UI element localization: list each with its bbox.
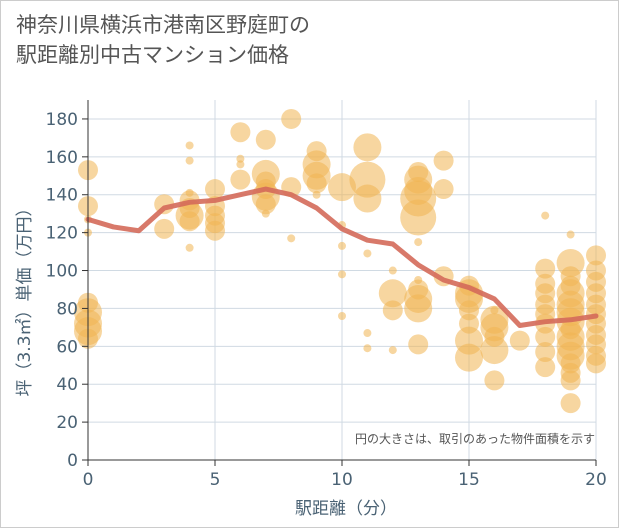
- chart-title: 神奈川県横浜市港南区野庭町の 駅距離別中古マンション価格: [16, 10, 576, 70]
- y-tick-label: 100: [46, 262, 78, 282]
- data-bubble: [255, 129, 276, 150]
- axes-layer: 0 20 40 60 80 100 120 140 160 180 0 5 10 15 20: [46, 100, 607, 490]
- y-tick-label: 0: [67, 451, 78, 471]
- y-tick-label: 140: [46, 186, 78, 206]
- data-bubble: [154, 218, 175, 239]
- grid-lines: [87, 100, 597, 461]
- data-bubble: [236, 160, 245, 169]
- data-bubble: [363, 344, 372, 353]
- trend-line: [85, 186, 599, 328]
- data-bubble: [509, 330, 530, 351]
- y-tick-label: 20: [56, 413, 78, 433]
- data-bubble: [363, 249, 372, 258]
- data-bubble: [388, 266, 397, 275]
- data-bubble: [484, 370, 505, 391]
- trend-layer: [85, 186, 599, 328]
- data-bubble: [560, 393, 581, 414]
- data-bubble: [400, 199, 437, 236]
- data-bubble: [338, 312, 346, 320]
- y-tick-label: 80: [56, 299, 78, 319]
- y-tick-label: 120: [46, 224, 78, 244]
- data-bubble: [338, 241, 346, 250]
- y-tick-label: 40: [56, 375, 78, 395]
- data-bubble: [230, 169, 251, 190]
- data-bubble: [353, 184, 382, 213]
- data-bubble: [363, 329, 372, 338]
- bubble-layer: [74, 108, 606, 414]
- data-bubble: [388, 346, 397, 355]
- data-bubble: [185, 243, 194, 252]
- data-bubble: [535, 342, 556, 362]
- data-bubble: [179, 211, 200, 232]
- data-bubble: [185, 141, 194, 150]
- data-bubble: [328, 173, 356, 202]
- data-bubble: [312, 190, 321, 199]
- data-bubble: [535, 326, 556, 347]
- data-bubble: [287, 234, 296, 243]
- data-bubble: [382, 300, 403, 321]
- data-bubble: [306, 173, 327, 194]
- data-bubble: [261, 209, 270, 218]
- bubble-size-note: 円の大きさは、取引のあった物件面積を示す: [355, 431, 595, 446]
- data-bubble: [433, 179, 454, 200]
- data-bubble: [404, 294, 433, 323]
- data-bubble: [205, 179, 225, 200]
- x-tick-label: 5: [210, 470, 221, 490]
- data-bubble: [230, 122, 251, 143]
- data-bubble: [535, 357, 556, 378]
- data-bubble: [480, 336, 509, 365]
- x-tick-label: 10: [331, 470, 353, 490]
- data-bubble: [566, 230, 575, 239]
- data-bubble: [586, 353, 606, 374]
- data-bubble: [455, 343, 483, 372]
- data-bubble: [535, 258, 556, 279]
- x-axis-title: 駅距離（分）: [295, 499, 397, 519]
- x-tick-label: 0: [83, 470, 94, 490]
- data-bubble: [338, 270, 346, 279]
- data-bubble: [433, 150, 454, 171]
- data-bubble: [541, 211, 550, 220]
- y-tick-label: 180: [46, 110, 78, 130]
- title-line-1: 神奈川県横浜市港南区野庭町の: [16, 13, 310, 37]
- data-bubble: [560, 370, 581, 391]
- y-tick-label: 60: [56, 337, 78, 357]
- data-bubble: [236, 154, 245, 163]
- data-bubble: [408, 334, 429, 355]
- data-bubble: [378, 279, 407, 308]
- data-bubble: [185, 156, 194, 165]
- data-bubble: [586, 245, 606, 266]
- y-tick-label: 160: [46, 148, 78, 168]
- data-bubble: [281, 108, 302, 129]
- data-bubble: [414, 238, 423, 247]
- data-bubble: [205, 220, 225, 241]
- data-bubble: [255, 194, 276, 215]
- y-axis-title: 坪（3.3㎡）単価（万円）: [15, 199, 35, 396]
- data-bubble: [353, 133, 382, 162]
- title-line-2: 駅距離別中古マンション価格: [16, 43, 289, 67]
- x-tick-label: 20: [585, 470, 607, 490]
- x-tick-label: 15: [458, 470, 480, 490]
